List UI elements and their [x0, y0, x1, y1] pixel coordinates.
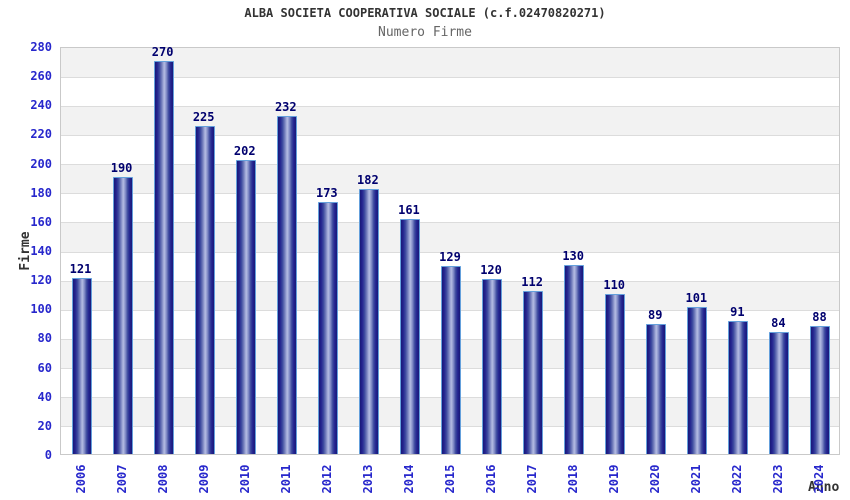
bar-2017 [523, 290, 544, 454]
y-tick-label: 80 [37, 331, 52, 346]
bar-value-label: 130 [562, 248, 584, 263]
band-stripe [61, 106, 839, 136]
gridline [61, 193, 839, 195]
x-tick-label: 2011 [278, 464, 293, 494]
bar-value-label: 91 [730, 305, 745, 320]
y-tick-label: 20 [37, 418, 52, 433]
bar-value-label: 173 [315, 185, 338, 200]
bar-value-label: 84 [771, 315, 786, 330]
chart-title: ALBA SOCIETA COOPERATIVA SOCIALE (c.f.02… [244, 6, 606, 20]
bar-2020 [646, 324, 667, 454]
x-axis-title: Anno [808, 480, 840, 495]
bar-value-label: 232 [274, 99, 297, 114]
plot-area [60, 47, 840, 455]
x-tick-label: 2010 [237, 464, 252, 494]
bar-2006 [71, 277, 92, 454]
y-tick-label: 60 [37, 360, 52, 375]
y-tick-label: 0 [44, 448, 52, 462]
bar-value-label: 110 [603, 277, 626, 292]
y-tick-label: 140 [30, 244, 52, 258]
gridline [61, 222, 839, 224]
bar-2012 [317, 201, 338, 454]
bar-value-label: 101 [685, 290, 708, 305]
bar-2023 [769, 331, 790, 454]
x-tick-label: 2021 [689, 464, 704, 494]
band-stripe [61, 222, 839, 252]
x-tick-label: 2006 [73, 464, 88, 494]
bar-value-label: 129 [439, 250, 461, 265]
bar-2018 [564, 264, 585, 454]
y-tick-label: 180 [30, 185, 52, 200]
x-tick-label: 2012 [319, 464, 334, 494]
bar-2007 [112, 177, 133, 454]
x-tick-label: 2008 [155, 464, 170, 494]
y-tick-label: 40 [37, 389, 52, 404]
y-tick-label: 160 [30, 214, 52, 229]
x-tick-label: 2016 [484, 464, 499, 494]
bar-value-label: 225 [192, 110, 215, 125]
bar-value-label: 121 [69, 261, 92, 276]
band-stripe [61, 48, 839, 78]
x-tick-label: 2024 [812, 464, 827, 494]
bar-value-label: 89 [648, 308, 663, 323]
x-tick-label: 2014 [401, 464, 416, 494]
gridline [61, 251, 839, 253]
x-tick-label: 2020 [648, 464, 663, 494]
x-tick-label: 2019 [607, 464, 622, 494]
x-tick-label: 2022 [730, 464, 745, 494]
bar-value-label: 112 [521, 274, 543, 289]
bar-2008 [153, 60, 174, 454]
bar-value-label: 182 [357, 172, 379, 187]
y-tick-label: 200 [30, 156, 52, 171]
x-tick-label: 2013 [360, 464, 375, 494]
gridline [61, 76, 839, 78]
bar-2022 [728, 321, 749, 454]
x-tick-label: 2007 [114, 464, 129, 494]
bar-value-label: 120 [480, 263, 502, 278]
bar-2010 [235, 159, 256, 454]
gridline [61, 134, 839, 136]
bar-value-label: 270 [151, 44, 174, 59]
bar-2021 [687, 306, 708, 454]
bar-value-label: 88 [812, 309, 827, 324]
band-stripe [61, 164, 839, 194]
x-tick-label: 2015 [443, 464, 457, 494]
gridline [61, 164, 839, 166]
y-tick-label: 260 [30, 69, 52, 84]
y-tick-label: 100 [30, 302, 52, 317]
bar-2019 [605, 293, 626, 454]
bar-2015 [441, 266, 461, 454]
bar-2016 [482, 279, 503, 454]
y-tick-label: 120 [30, 273, 52, 288]
bar-value-label: 161 [398, 203, 420, 218]
x-tick-label: 2017 [525, 464, 540, 494]
x-tick-label: 2018 [566, 464, 581, 494]
bar-2013 [358, 188, 379, 454]
gridline [61, 105, 839, 107]
bar-value-label: 202 [233, 143, 256, 158]
y-tick-label: 240 [30, 98, 52, 113]
y-tick-label: 280 [30, 40, 52, 54]
bar-2009 [194, 126, 215, 454]
y-tick-label: 220 [30, 127, 52, 142]
bar-value-label: 190 [110, 161, 133, 176]
x-tick-label: 2009 [196, 464, 211, 494]
bar-2024 [810, 325, 831, 454]
x-tick-label: 2023 [771, 464, 786, 494]
bar-2014 [399, 219, 420, 454]
bar-2011 [276, 115, 297, 454]
chart-subtitle: Numero Firme [378, 25, 472, 40]
